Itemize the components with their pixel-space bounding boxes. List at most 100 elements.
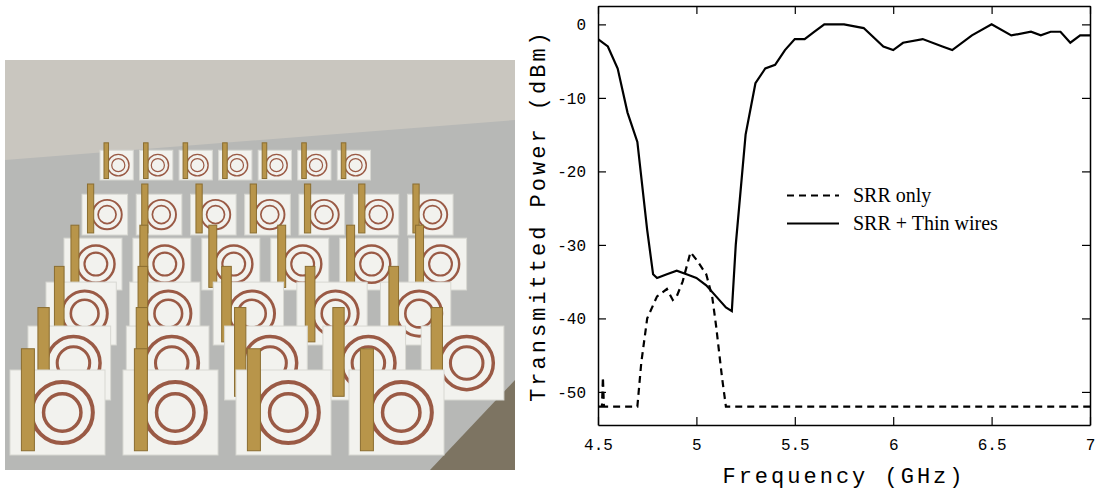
photo-ring-inner (154, 300, 182, 328)
photo-rod (341, 143, 346, 179)
photo-ring-inner (207, 206, 225, 224)
photo-ring-outer (92, 200, 121, 229)
photo-ring-inner (112, 159, 125, 172)
tick: 6 (889, 417, 899, 455)
photo-ring-inner (405, 300, 433, 328)
photo-ring-inner (349, 159, 362, 172)
photo-rod (360, 349, 373, 451)
tick: 5.5 (781, 417, 810, 455)
y-axis-right (1082, 7, 1091, 426)
tick-mark (1082, 318, 1090, 319)
photo-rod (71, 225, 79, 287)
tick-mark (598, 24, 606, 25)
photo-ring-outer (309, 200, 338, 229)
photo-rod (302, 143, 307, 179)
photo-base-plate (5, 120, 515, 470)
photo-ring-inner (383, 394, 420, 431)
photo-ring-outer (146, 245, 183, 282)
tick (992, 6, 993, 14)
tick-label: -50 (557, 385, 586, 403)
photo-ring-outer (422, 245, 459, 282)
photo-ring-inner (309, 159, 322, 172)
photo-ring-inner (230, 159, 243, 172)
photo-ring-outer (440, 336, 493, 389)
photo-ring-outer (187, 154, 208, 175)
tick-label: -20 (557, 164, 586, 182)
tick-label: 7 (1086, 437, 1096, 455)
x-axis-title: Frequency (GHz) (722, 465, 965, 490)
tick: -30 (557, 238, 606, 256)
tick (696, 6, 697, 14)
photo-rod (183, 143, 188, 179)
photo-rod (247, 349, 260, 451)
photo-rod (87, 184, 93, 233)
axis-line (599, 6, 1091, 8)
photo-ring-outer (364, 200, 393, 229)
legend-label: SRR + Thin wires (853, 212, 998, 234)
photo-ring-outer (284, 245, 321, 282)
tick (1082, 98, 1090, 99)
tick-mark (795, 6, 796, 14)
photo-rod (359, 184, 365, 233)
photo-ring-outer (77, 245, 114, 282)
photo-ring-inner (71, 300, 99, 328)
photo-ring-inner (429, 253, 452, 276)
tick (1082, 171, 1090, 172)
photo-rod (144, 143, 149, 179)
tick (1082, 392, 1090, 393)
axis-line (599, 425, 1091, 427)
y-axis-title: Transmitted Power (dBm) (527, 29, 552, 402)
axis-line (1090, 7, 1092, 426)
photo-rod (347, 225, 355, 287)
photo-rod (333, 308, 344, 397)
photo-ring-outer (258, 382, 319, 443)
photo-rod (134, 349, 147, 451)
tick (893, 6, 894, 14)
photo-ring-inner (315, 206, 333, 224)
tick-mark (1082, 245, 1090, 246)
tick-label: -40 (557, 311, 586, 329)
tick (1082, 24, 1090, 25)
photo-ring-inner (98, 206, 116, 224)
tick-label: 6.5 (978, 437, 1007, 455)
photo-rod (196, 184, 202, 233)
photo-ring-outer (147, 154, 168, 175)
y-axis: 0 -10 -20 -30 -40 -50 (557, 7, 606, 426)
tick-mark (1082, 24, 1090, 25)
photo-ring-inner (152, 206, 170, 224)
legend: SRR only SRR + Thin wires (787, 184, 998, 234)
photo-rod (223, 143, 228, 179)
photo-ring-inner (261, 206, 279, 224)
photo-rod (104, 143, 109, 179)
tick: 5 (692, 417, 702, 455)
photo-rod (278, 225, 286, 287)
photo-ring-outer (371, 382, 432, 443)
tick-label: -10 (557, 91, 586, 109)
tick: -20 (557, 164, 606, 182)
photo-rod (262, 143, 267, 179)
axis-line (598, 7, 600, 426)
tick-mark (893, 417, 894, 425)
tick-label: 0 (576, 17, 586, 35)
tick-label: 4.5 (584, 437, 613, 455)
tick-mark (991, 6, 992, 14)
photo-rod (416, 225, 424, 287)
photo-ring-inner (369, 206, 387, 224)
tick-mark (696, 6, 697, 14)
tick-mark (1082, 98, 1090, 99)
series-line (598, 252, 1090, 406)
tick-mark (598, 171, 606, 172)
photo-ring-outer (147, 200, 176, 229)
tick (1082, 318, 1090, 319)
photo-ring-inner (151, 159, 164, 172)
photo-rod (21, 349, 34, 451)
legend-label: SRR only (853, 184, 931, 207)
photo-ring-inner (450, 347, 483, 380)
tick (795, 6, 796, 14)
tick-mark (696, 417, 697, 425)
photo-ring-inner (270, 394, 307, 431)
photo-ring-outer (108, 154, 129, 175)
photo-ring-inner (424, 206, 442, 224)
tick: 6.5 (978, 417, 1007, 455)
x-axis: 4.5 5 5.5 6 6.5 7 (584, 417, 1095, 455)
